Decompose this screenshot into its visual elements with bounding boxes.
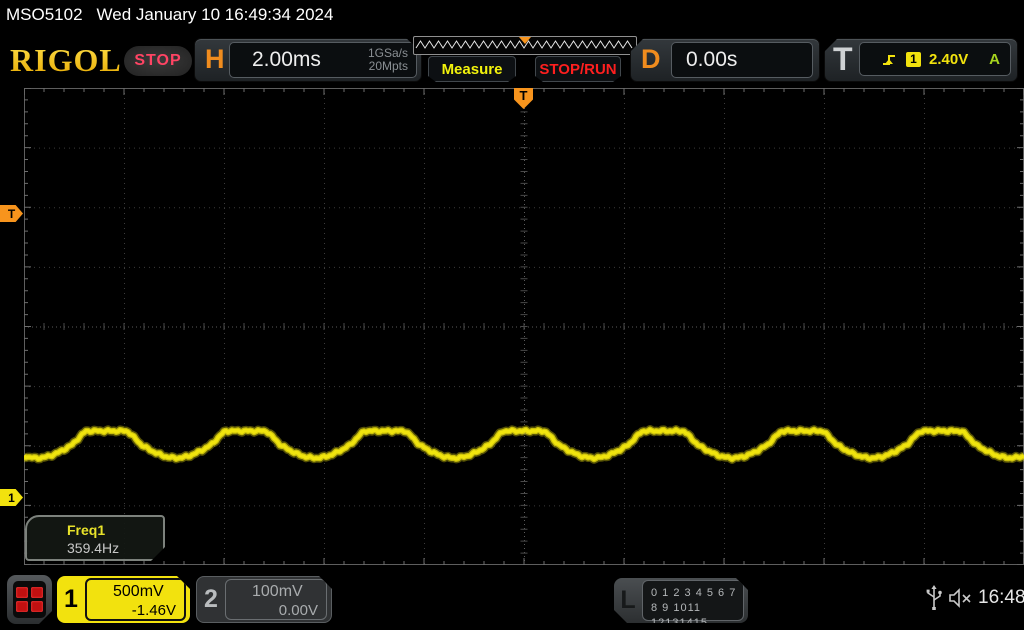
channel1-waveform (24, 425, 1024, 464)
usb-icon (926, 585, 942, 610)
trigger-level-marker[interactable]: T (0, 205, 23, 222)
status-bar: MSO5102 Wed January 10 16:49:34 2024 (0, 0, 1024, 30)
logic-analyzer-label: L (620, 586, 636, 614)
rising-edge-trigger-icon (883, 55, 895, 65)
horizontal-widget[interactable]: H 2.00ms 1GSa/s 20Mpts (194, 38, 422, 82)
channel1-scale: 500mV (113, 583, 164, 600)
delay-value: 0.00s (686, 48, 738, 71)
waveform-preview-bar[interactable] (413, 36, 637, 55)
channel1-status-block[interactable]: 1 500mV -1.46V (57, 576, 190, 623)
channel1-number: 1 (64, 585, 78, 613)
trigger-position-marker[interactable]: T (514, 88, 533, 109)
datetime: Wed January 10 16:49:34 2024 (96, 5, 334, 24)
memory-depth: 20Mpts (368, 59, 408, 73)
timebase-value[interactable]: 2.00ms (252, 48, 321, 71)
delay-label: D (641, 44, 661, 74)
clock: 16:48 (978, 587, 1024, 608)
menu-button[interactable] (7, 575, 52, 624)
logic-analyzer-block[interactable]: L 0 1 2 3 4 5 6 7 8 9 1011 12131415 (614, 578, 748, 623)
stop-run-button[interactable]: STOP/RUN (535, 56, 621, 82)
preview-zigzag (415, 40, 633, 49)
rigol-logo: RIGOL (10, 42, 122, 78)
graticule-area: T T 1 Freq1 359.4Hz (0, 86, 1024, 567)
model-name: MSO5102 (6, 5, 83, 24)
measure-button[interactable]: Measure (428, 56, 516, 82)
sample-rate: 1GSa/s (367, 46, 408, 60)
preview-trigger-marker-icon (519, 37, 531, 44)
channel2-offset: 0.00V (278, 602, 318, 619)
horizontal-label: H (205, 44, 225, 74)
trigger-sweep-mode: A (989, 50, 1000, 68)
measurement-value: 359.4Hz (67, 540, 120, 556)
measurement-label: Freq1 (67, 522, 106, 538)
channel2-scale: 100mV (252, 583, 303, 600)
channel1-offset: -1.46V (131, 602, 176, 619)
bottom-bar: 1 500mV -1.46V 2 100mV 0.00V L (0, 572, 1024, 630)
trigger-widget[interactable]: T 1 2.40V A (824, 38, 1018, 82)
delay-widget[interactable]: D 0.00s (630, 38, 820, 82)
trigger-label: T (833, 41, 853, 77)
trigger-level-value: 2.40V (929, 50, 969, 68)
measurement-result-box[interactable]: Freq1 359.4Hz (25, 515, 165, 561)
trigger-source-badge: 1 (906, 51, 921, 67)
run-state-badge: STOP (124, 46, 192, 76)
menu-grid-icon (13, 581, 46, 618)
speaker-muted-icon (949, 588, 971, 608)
channel1-ground-marker[interactable]: 1 (0, 489, 23, 506)
digital-channels-row2: 8 9 1011 12131415 (651, 602, 708, 629)
header-bar: RIGOL STOP H 2.00ms 1GSa/s 20Mpts Measur… (0, 30, 1024, 86)
channel2-number: 2 (204, 585, 218, 613)
digital-channels-row1: 0 1 2 3 4 5 6 7 (651, 587, 737, 599)
channel2-status-block[interactable]: 2 100mV 0.00V (196, 576, 332, 623)
